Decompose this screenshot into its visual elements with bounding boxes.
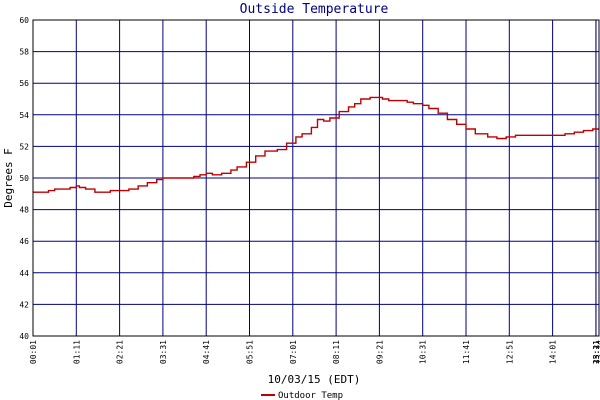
x-tick-label: 12:51 — [505, 340, 514, 364]
y-tick-label: 48 — [19, 206, 29, 215]
x-tick-label: 09:21 — [375, 340, 384, 364]
x-tick-label: 05:51 — [246, 340, 255, 364]
y-tick-label: 52 — [19, 142, 29, 151]
y-tick-label: 44 — [19, 269, 29, 278]
x-tick-label: 08:11 — [332, 340, 341, 364]
y-tick-label: 56 — [19, 79, 29, 88]
x-tick-label: 04:41 — [202, 340, 211, 364]
x-tick-label: 00:01 — [29, 340, 38, 364]
x-tick-label: 02:21 — [116, 340, 125, 364]
x-tick-label: 01:11 — [72, 340, 81, 364]
x-tick-label: 10:31 — [419, 340, 428, 364]
x-axis-ticks: 00:01 01:11 02:21 03:31 04:41 05:51 07:01 08:11… — [29, 340, 600, 364]
y-tick-label: 60 — [19, 16, 29, 25]
y-tick-label: 50 — [19, 174, 29, 183]
y-axis-label: Degrees F — [2, 148, 15, 208]
y-tick-label: 54 — [19, 111, 29, 120]
legend-label: Outdoor Temp — [278, 391, 343, 400]
y-tick-label: 40 — [19, 332, 29, 341]
x-tick-label: 11:41 — [462, 340, 471, 364]
y-tick-label: 58 — [19, 48, 29, 57]
legend: Outdoor Temp — [261, 391, 343, 400]
series-line-outdoor-temp — [33, 96, 599, 193]
chart-title: Outside Temperature — [240, 2, 389, 17]
x-tick-label: 15:11 — [592, 340, 600, 364]
series-layer — [33, 96, 599, 193]
y-axis-ticks: 40 42 44 46 48 50 52 54 56 58 60 — [19, 16, 29, 341]
x-tick-label: 07:01 — [289, 340, 298, 364]
x-tick-label: 03:31 — [159, 340, 168, 364]
x-tick-label: 23:24 — [595, 340, 600, 364]
y-tick-label: 46 — [19, 237, 29, 246]
x-axis-label: 10/03/15 (EDT) — [268, 373, 361, 386]
x-tick-label: 23:21 — [592, 340, 600, 364]
y-tick-label: 42 — [19, 300, 29, 309]
x-tick-label: 14:01 — [549, 340, 558, 364]
plot-frame — [32, 19, 600, 337]
